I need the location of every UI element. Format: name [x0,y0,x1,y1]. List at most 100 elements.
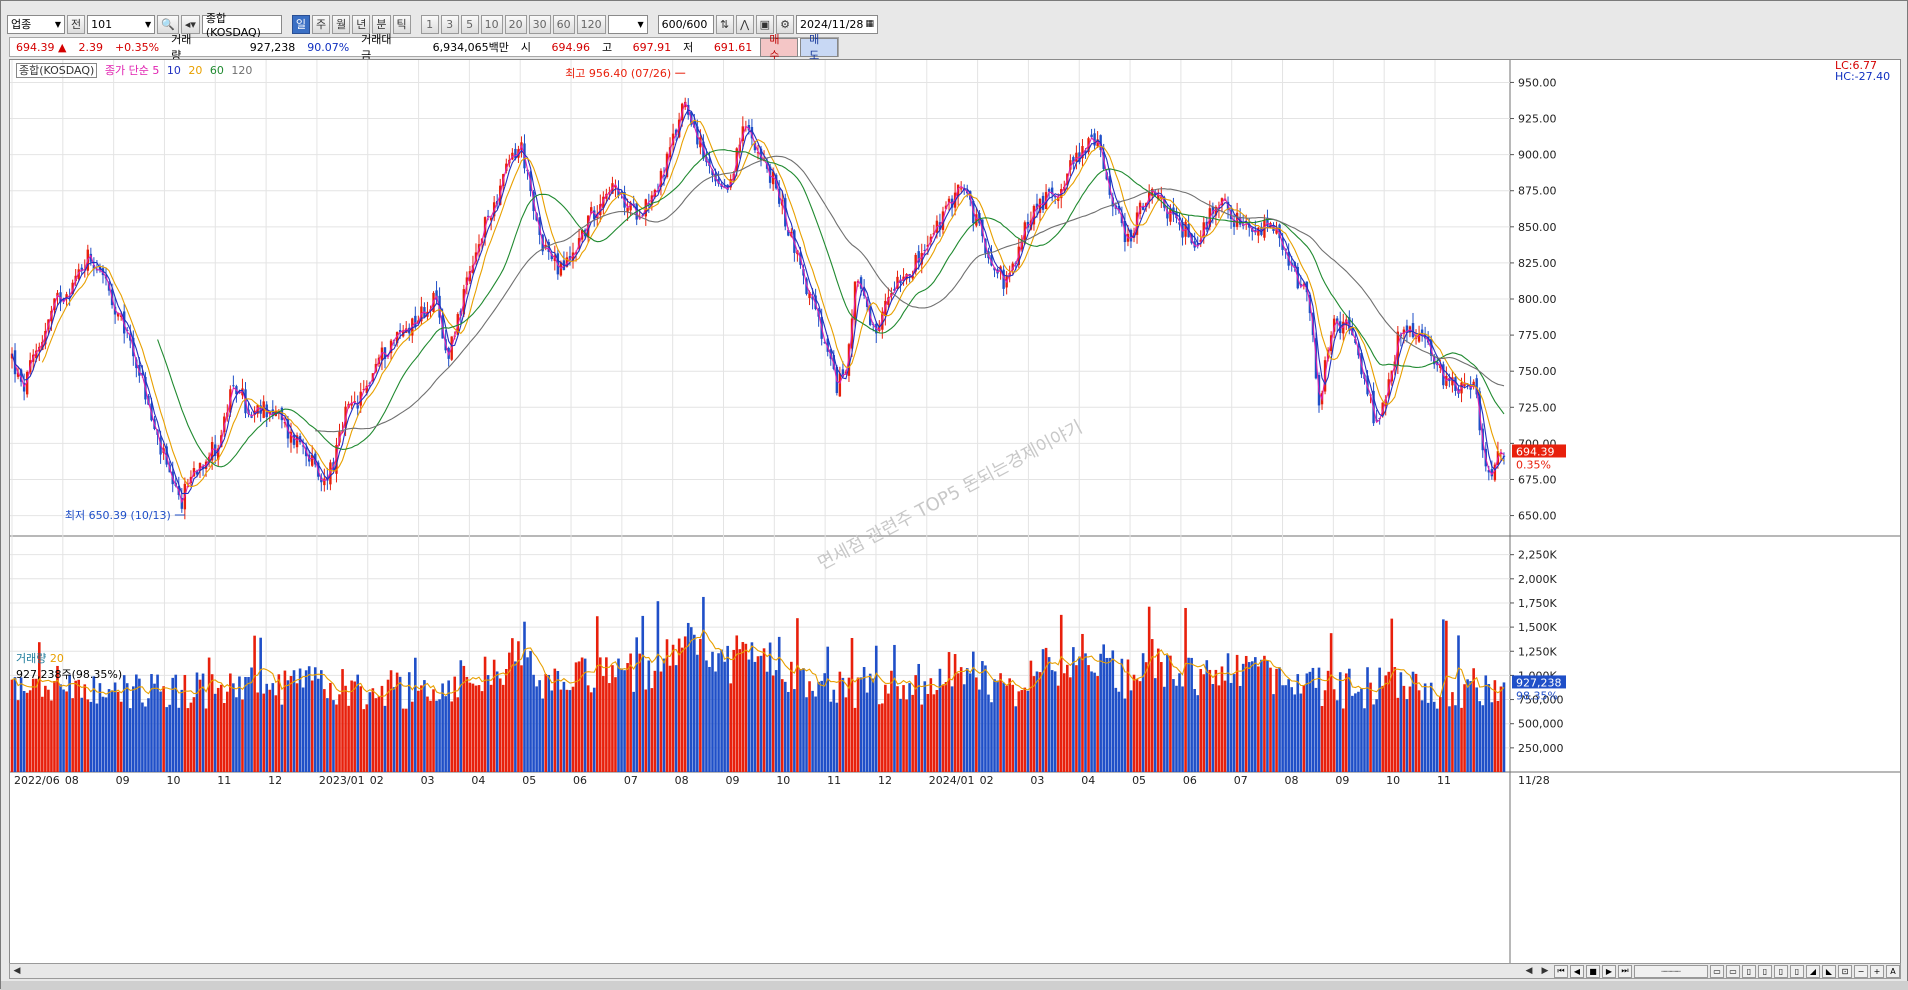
period-day-button[interactable]: 일 [291,14,310,34]
candle-body [198,462,202,471]
volume-bar [347,705,350,772]
volume-bar [990,702,993,772]
volume-bar [932,694,936,772]
gear-icon[interactable]: ⚙ [776,14,795,34]
volume-bar [298,668,302,772]
volume-bar [1448,706,1451,772]
candle-body [1475,378,1478,395]
volume-bar [1117,691,1121,772]
zoom-in-icon[interactable]: + [1870,964,1884,978]
forward-icon[interactable]: ⏭ [1618,964,1632,978]
next-icon[interactable]: ▶ [1602,964,1616,978]
zoom-slider-icon[interactable]: ┈┈┈┈ [1634,964,1708,978]
stop-icon[interactable]: ■ [1586,964,1600,978]
volume-bar [1314,687,1318,772]
interval-button[interactable]: 3 [440,14,459,34]
buy-button[interactable]: 매수 [760,33,799,62]
interval-button[interactable]: 20 [504,14,527,34]
volume-bar [756,656,760,772]
volume-bar [1387,671,1391,772]
zoom-out-icon[interactable]: − [1854,964,1868,978]
custom-interval-select[interactable]: ▼ [607,14,648,34]
ma-label: 종가 단순 [104,64,149,77]
candle-body [468,271,472,282]
chart-svg[interactable]: 2022/06 08 09 10 11 12 2023/01 02 03 04 05 06 07 08 09… [10,60,1900,963]
tool-icon[interactable]: ⊡ [1838,964,1852,978]
volume-bar [365,704,369,772]
search-icon[interactable]: 🔍 [157,14,179,34]
candle-body [1075,152,1078,162]
data-count-input[interactable]: 600/600 [657,14,714,34]
volume-bar [656,601,660,772]
volume-bar [1153,678,1157,772]
period-tick-button[interactable]: 틱 [392,14,411,34]
last-volume-badge-text: 927,238 [1516,676,1562,689]
candle-body [1160,196,1163,199]
volume-bar [605,657,608,772]
speaker-icon[interactable]: ◂▾ [180,14,200,34]
interval-button[interactable]: 1 [420,14,439,34]
period-week-button[interactable]: 주 [312,14,331,34]
rewind-icon[interactable]: ⏮ [1554,964,1568,978]
candle-body [1278,224,1281,239]
volume-bar [489,684,493,772]
volume-bar [1184,607,1187,772]
volume-bar [1232,674,1236,772]
volume-bar [1354,693,1357,772]
period-minute-button[interactable]: 분 [372,14,391,34]
volume-bar [1284,685,1287,772]
volume-bar [1120,658,1124,772]
save-icon[interactable]: ▣ [755,14,775,34]
interval-button[interactable]: 10 [480,14,503,34]
volume-bar [244,676,247,772]
candle-body [832,355,836,369]
date-input[interactable]: 2024/11/28 ▦ [796,14,879,34]
prev-icon[interactable]: ◀ [1570,964,1584,978]
indicator-icon[interactable]: ⋀ [735,14,754,34]
volume-bar [592,687,596,772]
interval-button[interactable]: 30 [528,14,551,34]
candle-body [62,298,65,302]
chart-canvas[interactable]: 2022/06 08 09 10 11 12 2023/01 02 03 04 05 06 07 08 09… [9,59,1901,964]
font-icon[interactable]: A [1886,964,1900,978]
period-year-button[interactable]: 년 [352,14,371,34]
volume-bar [965,668,969,772]
tool-icon[interactable]: ▯ [1742,964,1756,978]
scroll-left-icon[interactable]: ◀ [1525,966,1533,976]
candle-body [414,315,417,328]
volume-bar [668,665,672,772]
volume-bar [414,657,417,772]
compare-icon[interactable]: ⇅ [715,14,734,34]
tool-icon[interactable]: ◣ [1822,964,1836,978]
period-month-button[interactable]: 월 [332,14,351,34]
volume-bar [805,697,808,772]
volume-bar [101,696,105,772]
tool-icon[interactable]: ▯ [1790,964,1804,978]
volume-bar [256,692,259,772]
candle-body [1354,339,1357,343]
tool-icon[interactable]: ▭ [1726,964,1740,978]
volume-bar [726,645,729,772]
candle-body [1166,211,1169,219]
volume-bar [1375,699,1378,772]
tool-icon[interactable]: ▯ [1774,964,1788,978]
chart-scrollbar[interactable]: ◀ ◀ ▶ ⏮ ◀ ■ ▶ ⏭ ┈┈┈┈ ▭ ▭ ▯ ▯ ▯ ▯ ◢ ◣ ⊡ −… [9,963,1901,979]
tool-icon[interactable]: ▯ [1758,964,1772,978]
candle-body [1050,187,1054,195]
sell-button[interactable]: 매도 [800,33,838,62]
volume-bar [1078,656,1081,772]
scroll-right-icon[interactable]: ▶ [1541,966,1549,976]
code-input[interactable]: 101 ▼ [87,14,156,34]
tool-icon[interactable]: ◢ [1806,964,1820,978]
x-tick-label: 08 [65,774,79,787]
volume-bar [1114,687,1118,772]
interval-button[interactable]: 5 [460,14,479,34]
scroll-left-icon[interactable]: ◀ [13,966,21,976]
market-type-select[interactable]: 업종 ▼ [7,14,65,34]
prev-button[interactable]: 전 [67,14,86,34]
interval-button[interactable]: 60 [552,14,575,34]
volume-bar [1241,663,1245,772]
volume-bar [1023,687,1027,772]
interval-button[interactable]: 120 [576,14,606,34]
tool-icon[interactable]: ▭ [1710,964,1724,978]
